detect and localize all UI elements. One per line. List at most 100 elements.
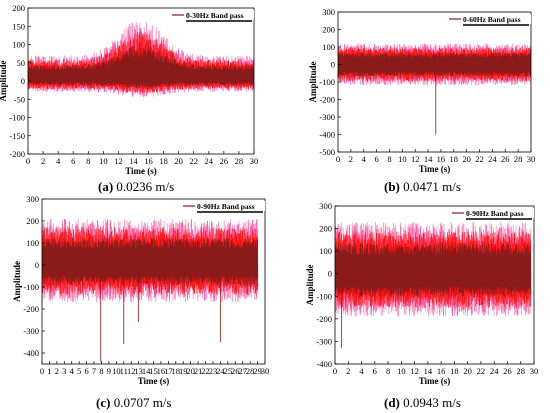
- x-tick-label: 23: [209, 366, 218, 376]
- y-tick-label: 200: [26, 216, 39, 226]
- series-group: [335, 221, 532, 349]
- x-tick-label: 10: [398, 154, 407, 164]
- x-tick-label: 26: [231, 366, 240, 376]
- x-tick-label: 18: [159, 156, 168, 166]
- caption-value: 0.0471 m/s: [403, 179, 461, 194]
- y-tick-label: -100: [23, 282, 39, 292]
- x-tick-label: 28: [514, 154, 523, 164]
- x-tick-label: 29: [253, 366, 262, 376]
- legend-label: 0-30Hz Band pass: [186, 11, 244, 20]
- chart-b: 0 2 4 6 8 10 12 14 16 18 20 22 24 26 28 30-500-400-300-…: [308, 7, 536, 174]
- caption-value: 0.0707 m/s: [113, 395, 172, 410]
- x-tick-label: 13: [134, 366, 143, 376]
- x-tick-label: 6: [71, 156, 75, 166]
- x-tick-label: 8: [99, 366, 103, 376]
- x-tick-label: 2: [346, 366, 350, 376]
- x-tick-label: 16: [157, 366, 166, 376]
- x-tick-label: 5: [77, 366, 81, 376]
- x-tick-label: 14: [424, 366, 433, 376]
- y-axis-label: Amplitude: [305, 264, 315, 305]
- caption-value: 0.0236 m/s: [116, 179, 175, 194]
- x-tick-label: 27: [238, 366, 247, 376]
- caption-tag: (d): [384, 395, 400, 410]
- x-tick-label: 19: [179, 366, 188, 376]
- y-axis-label: Amplitude: [0, 60, 8, 101]
- x-tick-label: 28: [246, 366, 255, 376]
- x-tick-label: 12: [410, 366, 419, 376]
- signal-trace-dark: [335, 243, 532, 298]
- y-tick-label: -100: [9, 113, 25, 123]
- x-tick-label: 30: [527, 154, 536, 164]
- y-tick-label: 0: [35, 260, 39, 270]
- signal-trace-dark: [28, 44, 254, 89]
- y-tick-label: -500: [319, 147, 335, 157]
- x-axis-label: Time (s): [138, 376, 170, 386]
- y-tick-label: -400: [23, 348, 39, 358]
- chart-panel-c: 0 1 2 3 4 5 6 7 8 9 10 11 12 13 14 15 16 17 18 19 20 21 22 23 24…: [0, 194, 275, 393]
- x-tick-label: 16: [437, 366, 446, 376]
- x-tick-label: 15: [149, 366, 158, 376]
- x-tick-label: 0: [26, 156, 30, 166]
- legend-label: 0-90Hz Band pass: [197, 202, 255, 211]
- caption-tag: (c): [96, 395, 111, 410]
- legend-box: [447, 14, 531, 24]
- y-tick-label: 100: [12, 40, 25, 50]
- y-tick-label: 100: [26, 238, 39, 248]
- x-tick-label: 22: [201, 366, 210, 376]
- x-tick-label: 17: [164, 366, 173, 376]
- signal-trace-dark: [42, 237, 259, 286]
- y-tick-label: -200: [9, 149, 25, 159]
- legend-label: 0-90Hz Band pass: [466, 209, 524, 218]
- x-tick-label: 4: [56, 156, 61, 166]
- x-tick-label: 12: [114, 156, 123, 166]
- x-tick-label: 6: [374, 154, 378, 164]
- y-tick-label: 300: [319, 201, 332, 211]
- x-tick-label: 20: [174, 156, 183, 166]
- x-tick-label: 10: [397, 366, 406, 376]
- y-tick-label: 300: [322, 7, 335, 17]
- y-tick-label: -400: [316, 359, 332, 369]
- x-tick-label: 11: [120, 366, 128, 376]
- y-tick-label: -300: [316, 336, 332, 346]
- x-tick-label: 2: [349, 154, 353, 164]
- x-tick-label: 7: [92, 366, 96, 376]
- x-tick-label: 22: [475, 154, 484, 164]
- caption-tag: (b): [384, 179, 400, 194]
- y-tick-label: -150: [9, 131, 25, 141]
- x-tick-label: 8: [386, 366, 390, 376]
- x-tick-label: 26: [503, 366, 512, 376]
- caption-c: (c) 0.0707 m/s: [96, 395, 171, 411]
- x-tick-label: 14: [424, 154, 433, 164]
- x-axis-label: Time (s): [419, 376, 451, 386]
- y-tick-label: 200: [322, 25, 335, 35]
- caption-tag: (a): [98, 179, 114, 194]
- x-tick-label: 18: [172, 366, 181, 376]
- x-tick-label: 21: [194, 366, 203, 376]
- series-group: [42, 218, 259, 362]
- x-tick-label: 4: [70, 366, 75, 376]
- x-tick-label: 28: [516, 366, 525, 376]
- y-axis-label: Amplitude: [308, 61, 318, 102]
- x-tick-label: 20: [186, 366, 195, 376]
- caption-d: (d) 0.0943 m/s: [384, 395, 461, 411]
- y-tick-label: -50: [14, 94, 25, 104]
- y-tick-label: 200: [12, 3, 25, 13]
- y-tick-label: 300: [26, 194, 39, 204]
- x-tick-label: 30: [250, 156, 259, 166]
- x-tick-label: 6: [84, 366, 88, 376]
- y-tick-label: 200: [319, 224, 332, 234]
- x-tick-label: 18: [450, 366, 459, 376]
- x-tick-label: 25: [224, 366, 233, 376]
- chart-c: 0 1 2 3 4 5 6 7 8 9 10 11 12131415161718192021222324…: [12, 194, 269, 386]
- x-tick-label: 1: [47, 366, 51, 376]
- legend-box: [170, 10, 254, 20]
- x-tick-label: 10: [99, 156, 108, 166]
- y-tick-label: -200: [23, 304, 39, 314]
- chart-panel-b: 0 2 4 6 8 10 12 14 16 18 20 22 24 26 28 30 -500 -400 -300-…: [275, 0, 550, 175]
- y-tick-label: 100: [319, 246, 332, 256]
- y-tick-label: -200: [316, 314, 332, 324]
- x-tick-label: 2: [55, 366, 59, 376]
- x-tick-label: 28: [235, 156, 244, 166]
- x-tick-label: 26: [501, 154, 510, 164]
- x-tick-label: 22: [189, 156, 198, 166]
